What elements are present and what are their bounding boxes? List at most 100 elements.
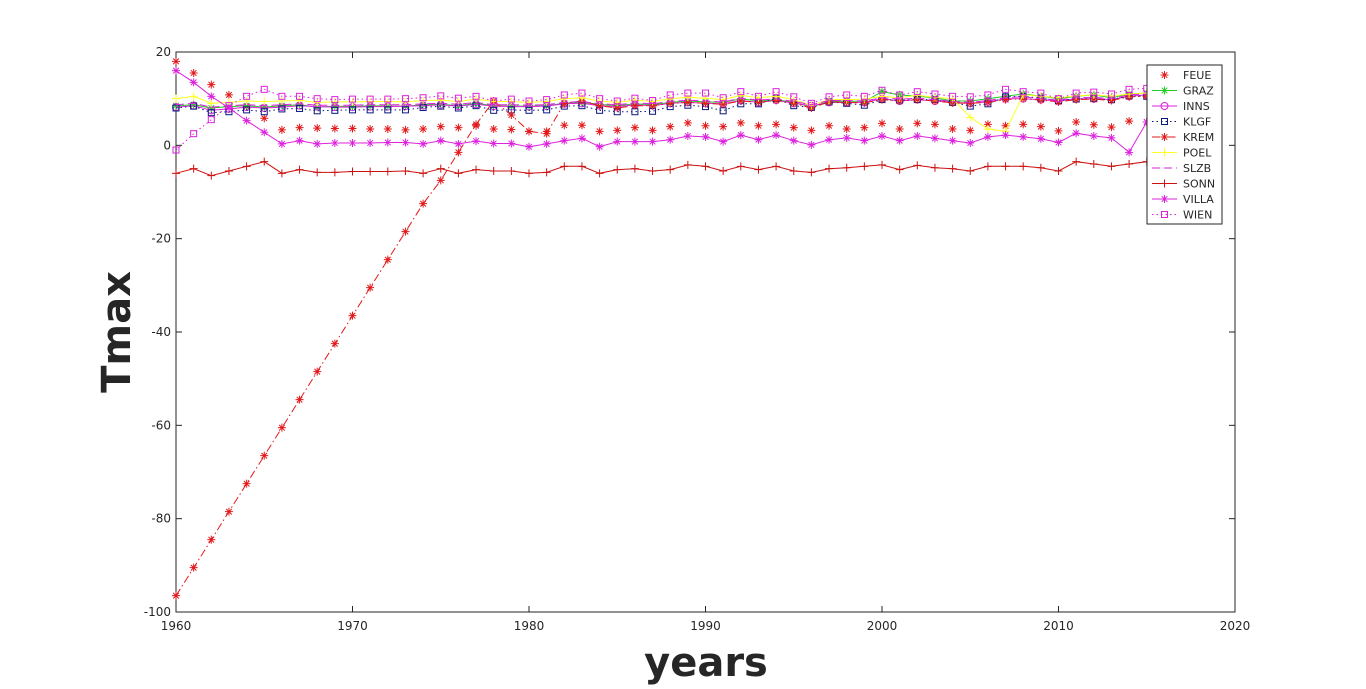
data-point-graz [472, 99, 481, 108]
data-point-wien [472, 92, 480, 100]
data-point-poel [172, 94, 180, 103]
data-point-krem [542, 129, 551, 138]
data-point-sonn [242, 162, 251, 171]
data-point-krem [525, 127, 533, 136]
data-point-sonn [489, 167, 498, 175]
data-point-wien [966, 93, 974, 101]
data-point-villa [525, 142, 533, 151]
data-point-wien [1125, 85, 1133, 93]
data-point-villa [842, 133, 851, 142]
data-point-klgf [260, 108, 268, 116]
data-point-sonn [895, 165, 904, 174]
data-point-krem [207, 535, 216, 544]
data-point-graz [260, 103, 269, 112]
data-point-poel [842, 95, 851, 104]
data-point-klgf [401, 106, 409, 114]
data-point-wien [1055, 95, 1062, 103]
data-point-krem [472, 120, 481, 129]
data-point-graz [878, 87, 886, 96]
data-point-villa [754, 135, 763, 144]
data-point-klgf [278, 105, 286, 113]
data-point-villa [207, 92, 216, 101]
data-point-sonn [719, 167, 728, 175]
legend-marker-villa [1160, 195, 1169, 203]
data-point-wien [931, 90, 939, 98]
data-point-villa [595, 142, 604, 151]
data-point-krem [701, 99, 710, 108]
data-point-krem [1089, 95, 1098, 104]
data-point-klgf [366, 106, 374, 114]
data-point-poel [260, 97, 269, 106]
data-point-wien [1090, 88, 1098, 96]
data-point-villa [895, 136, 904, 145]
data-point-feue [260, 114, 269, 123]
data-point-feue [860, 123, 869, 132]
data-point-krem [719, 100, 728, 109]
data-point-villa [1001, 131, 1010, 140]
data-point-sonn [948, 164, 957, 173]
data-point-klgf [172, 104, 180, 112]
data-point-krem [366, 283, 375, 292]
data-point-sonn [701, 162, 710, 171]
data-point-feue [807, 126, 816, 135]
data-point-feue [172, 57, 180, 66]
data-point-feue [313, 124, 322, 133]
data-point-feue [701, 121, 710, 130]
legend-marker-wien [1161, 211, 1168, 218]
data-point-sonn [630, 164, 639, 173]
series-villa [172, 66, 1151, 157]
data-point-poel [966, 113, 975, 122]
legend-label-sonn: SONN [1183, 178, 1215, 191]
data-point-feue [454, 123, 463, 132]
legend-label-klgf: KLGF [1183, 116, 1211, 129]
data-point-krem [242, 479, 251, 488]
data-point-feue [1001, 121, 1010, 130]
data-point-wien [560, 91, 568, 99]
data-point-krem [1107, 96, 1116, 105]
data-point-feue [595, 127, 604, 136]
data-point-villa [1054, 138, 1063, 147]
legend-marker-klgf [1161, 118, 1168, 125]
series-feue [172, 57, 1151, 136]
data-point-wien [313, 95, 321, 103]
data-point-krem [966, 99, 975, 108]
data-point-sonn [348, 167, 357, 176]
data-point-villa [489, 139, 498, 148]
data-point-poel [277, 97, 286, 105]
data-point-feue [648, 126, 657, 135]
data-point-feue [825, 121, 834, 130]
legend-label-wien: WIEN [1183, 209, 1212, 222]
data-point-sonn [525, 169, 533, 178]
data-point-poel [207, 99, 216, 108]
data-point-feue [577, 121, 586, 130]
data-point-villa [295, 136, 304, 145]
data-point-krem [419, 199, 428, 208]
legend-marker-graz [1160, 86, 1169, 95]
x-tick-label: 1970 [337, 619, 368, 633]
data-point-feue [295, 123, 304, 132]
y-tick-label: -20 [151, 232, 171, 246]
data-point-wien [207, 116, 215, 124]
data-point-villa [560, 136, 569, 145]
data-point-wien [349, 95, 356, 103]
data-point-villa [313, 139, 322, 148]
data-point-poel [560, 94, 569, 103]
data-point-wien [1037, 89, 1045, 97]
data-point-wien [737, 88, 745, 96]
data-point-poel [683, 93, 692, 102]
data-point-villa [772, 131, 781, 140]
data-point-sonn [595, 169, 604, 178]
data-point-wien [384, 95, 392, 103]
data-point-villa [1072, 129, 1081, 138]
data-point-feue [1125, 117, 1134, 126]
data-point-feue [507, 125, 516, 134]
y-tick-label: -40 [151, 325, 171, 339]
data-point-wien [578, 89, 586, 97]
data-point-wien [1002, 85, 1010, 93]
data-point-graz [295, 100, 304, 109]
data-point-villa [189, 78, 198, 87]
data-point-wien [702, 89, 709, 97]
data-point-krem [1001, 95, 1010, 104]
data-point-wien [896, 91, 904, 99]
data-point-krem [648, 101, 657, 110]
